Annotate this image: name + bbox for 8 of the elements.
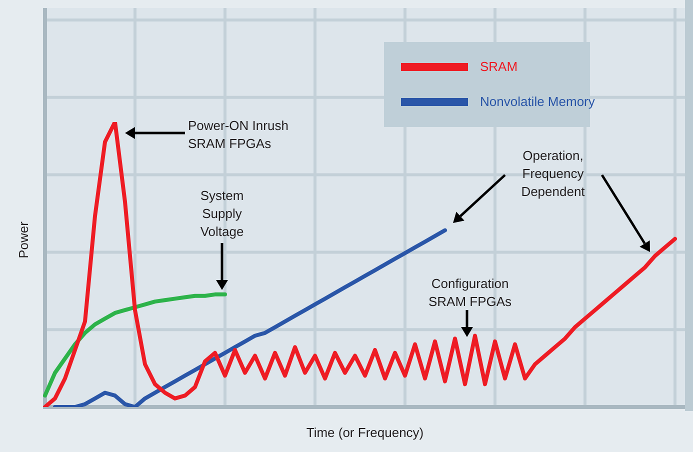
text: Nonvolatile Memory <box>480 94 595 109</box>
text: SRAM <box>480 59 518 74</box>
annotation: System Supply Voltage <box>200 188 244 239</box>
annotation: Power-ON Inrush SRAM FPGAs <box>188 118 288 151</box>
annotation: Operation, Frequency Dependent <box>521 148 586 199</box>
annotation: Configuration SRAM FPGAs <box>428 276 512 309</box>
y-axis-title: Power <box>16 220 31 258</box>
x-axis-title: Time (or Frequency) <box>306 425 424 440</box>
